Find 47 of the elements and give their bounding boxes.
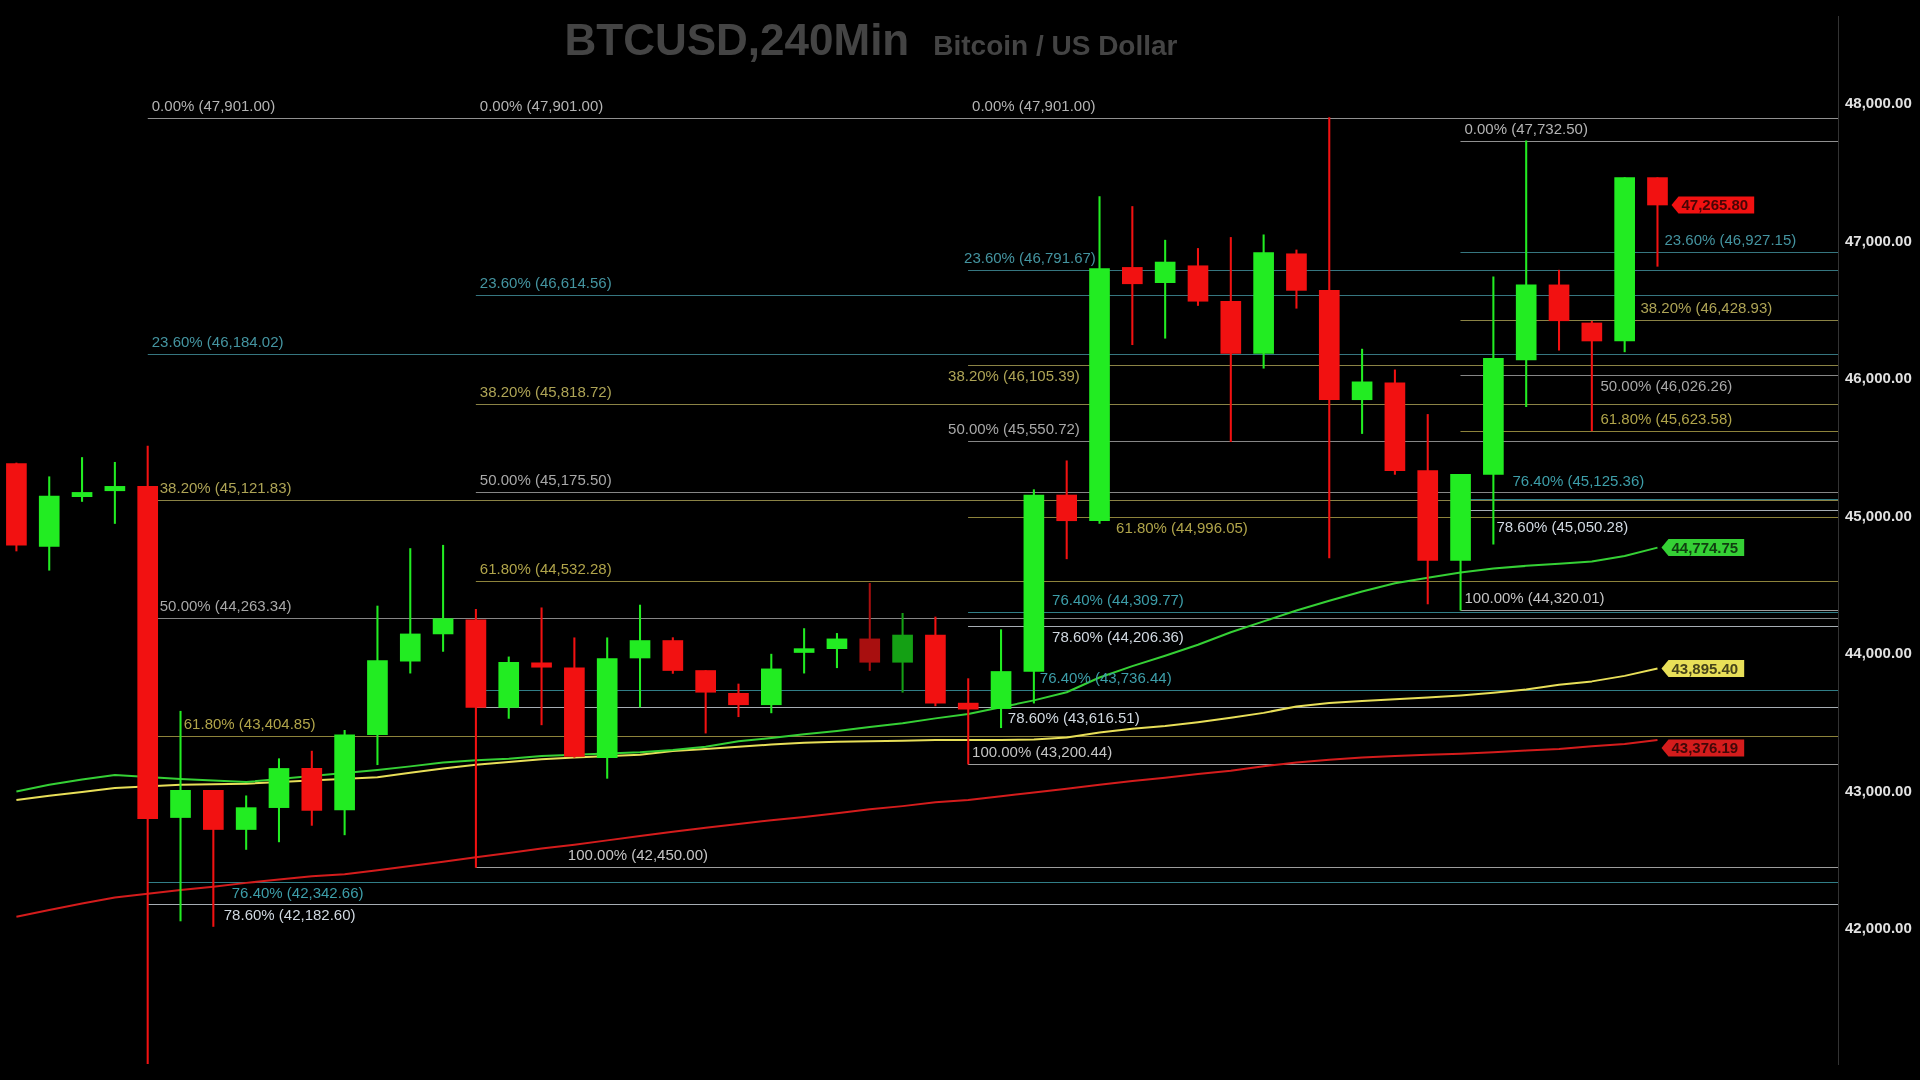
y-tick-label: 42,000.00 bbox=[1845, 919, 1912, 937]
candlestick bbox=[531, 607, 552, 726]
ref-line-label: 100.00% (44,320.01) bbox=[1464, 589, 1605, 607]
candlestick bbox=[728, 683, 749, 718]
ref-line-label: 38.20% (45,818.72) bbox=[479, 383, 612, 401]
text: 47,265.80 bbox=[1681, 196, 1749, 214]
y-tick-label: 46,000.00 bbox=[1845, 369, 1912, 387]
ref-line-label: 76.40% (42,342.66) bbox=[231, 884, 364, 902]
ref-line-label: 50.00% (46,026.26) bbox=[1600, 377, 1733, 395]
y-tick-label: 47,000.00 bbox=[1845, 231, 1912, 249]
y-tick-label: 48,000.00 bbox=[1845, 94, 1912, 112]
y-tick-label: 45,000.00 bbox=[1845, 506, 1912, 524]
ref-line-label: 78.60% (42,182.60) bbox=[223, 906, 356, 924]
ref-line-label: 78.60% (45,050.28) bbox=[1496, 518, 1629, 536]
ref-line-label: 38.20% (46,105.39) bbox=[948, 367, 1080, 385]
chart-title: BTCUSD,240Min bbox=[564, 15, 910, 64]
text: Bitcoin / US Dollar bbox=[933, 30, 1178, 61]
annotation: 0.00% (47,901.00) bbox=[479, 97, 604, 115]
y-tick-label: 43,000.00 bbox=[1845, 781, 1912, 799]
ref-line-label: 76.40% (44,309.77) bbox=[1052, 591, 1184, 609]
data-label: 43,376.19 bbox=[1671, 739, 1739, 757]
candlestick bbox=[104, 461, 126, 524]
ref-line-label: 23.60% (46,614.56) bbox=[479, 274, 612, 292]
ref-line-label: 38.20% (46,428.93) bbox=[1640, 299, 1773, 317]
ref-line-label: 100.00% (43,200.44) bbox=[972, 743, 1113, 761]
ref-line-label: 50.00% (44,263.34) bbox=[159, 597, 292, 615]
ref-line-label: 23.60% (46,927.15) bbox=[1664, 231, 1797, 249]
ref-line-label: 78.60% (44,206.36) bbox=[1052, 628, 1184, 646]
y-tick-label: 44,000.00 bbox=[1845, 644, 1912, 662]
ref-line-label: 76.40% (45,125.36) bbox=[1512, 472, 1645, 490]
data-label: 44,774.75 bbox=[1671, 538, 1739, 556]
ref-line-label: 78.60% (43,616.51) bbox=[1007, 709, 1140, 727]
ref-line-label: 76.40% (43,736.44) bbox=[1039, 669, 1172, 687]
ref-line-label: 61.80% (45,623.58) bbox=[1600, 410, 1733, 428]
ref-line-label: 50.00% (45,175.50) bbox=[479, 471, 612, 489]
ref-line-label: 0.00% (47,901.00) bbox=[151, 97, 276, 115]
ref-line-label: 50.00% (45,550.72) bbox=[948, 420, 1080, 438]
ref-line-label: 0.00% (47,732.50) bbox=[1464, 120, 1588, 138]
ref-line-label: 38.20% (45,121.83) bbox=[159, 479, 292, 497]
ref-line-label: 23.60% (46,184.02) bbox=[151, 333, 284, 351]
ref-line-label: 100.00% (42,450.00) bbox=[567, 846, 708, 864]
ref-line-label: 23.60% (46,791.67) bbox=[964, 249, 1096, 267]
data-label: 43,895.40 bbox=[1671, 659, 1739, 677]
ref-line-label: 61.80% (43,404.85) bbox=[183, 715, 316, 733]
ref-line-label: 61.80% (44,532.28) bbox=[479, 560, 612, 578]
annotation: 0.00% (47,901.00) bbox=[972, 97, 1096, 115]
ref-line-label: 61.80% (44,996.05) bbox=[1116, 519, 1248, 537]
